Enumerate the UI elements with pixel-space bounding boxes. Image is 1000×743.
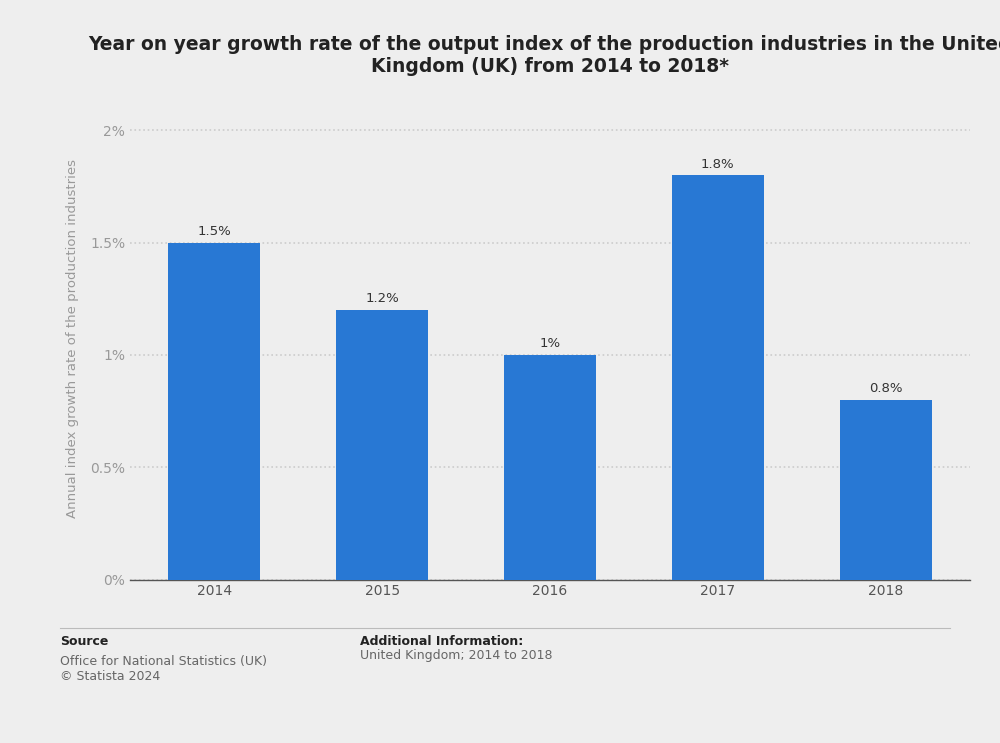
Bar — [168, 243, 260, 580]
Text: Office for National Statistics (UK)
© Statista 2024: Office for National Statistics (UK) © St… — [60, 655, 267, 684]
Title: Year on year growth rate of the output index of the production industries in the: Year on year growth rate of the output i… — [88, 35, 1000, 76]
Text: 1%: 1% — [539, 337, 561, 351]
Text: 1.5%: 1.5% — [197, 225, 231, 238]
Text: Additional Information:: Additional Information: — [360, 635, 523, 648]
Text: Source: Source — [60, 635, 108, 648]
Y-axis label: Annual index growth rate of the production industries: Annual index growth rate of the producti… — [66, 158, 79, 518]
Text: 1.8%: 1.8% — [701, 158, 735, 171]
Text: 0.8%: 0.8% — [869, 383, 902, 395]
Text: 1.2%: 1.2% — [365, 293, 399, 305]
Text: United Kingdom; 2014 to 2018: United Kingdom; 2014 to 2018 — [360, 649, 552, 662]
Bar — [840, 400, 932, 580]
Bar — [504, 355, 596, 580]
Bar — [672, 175, 764, 580]
Bar — [336, 310, 428, 580]
